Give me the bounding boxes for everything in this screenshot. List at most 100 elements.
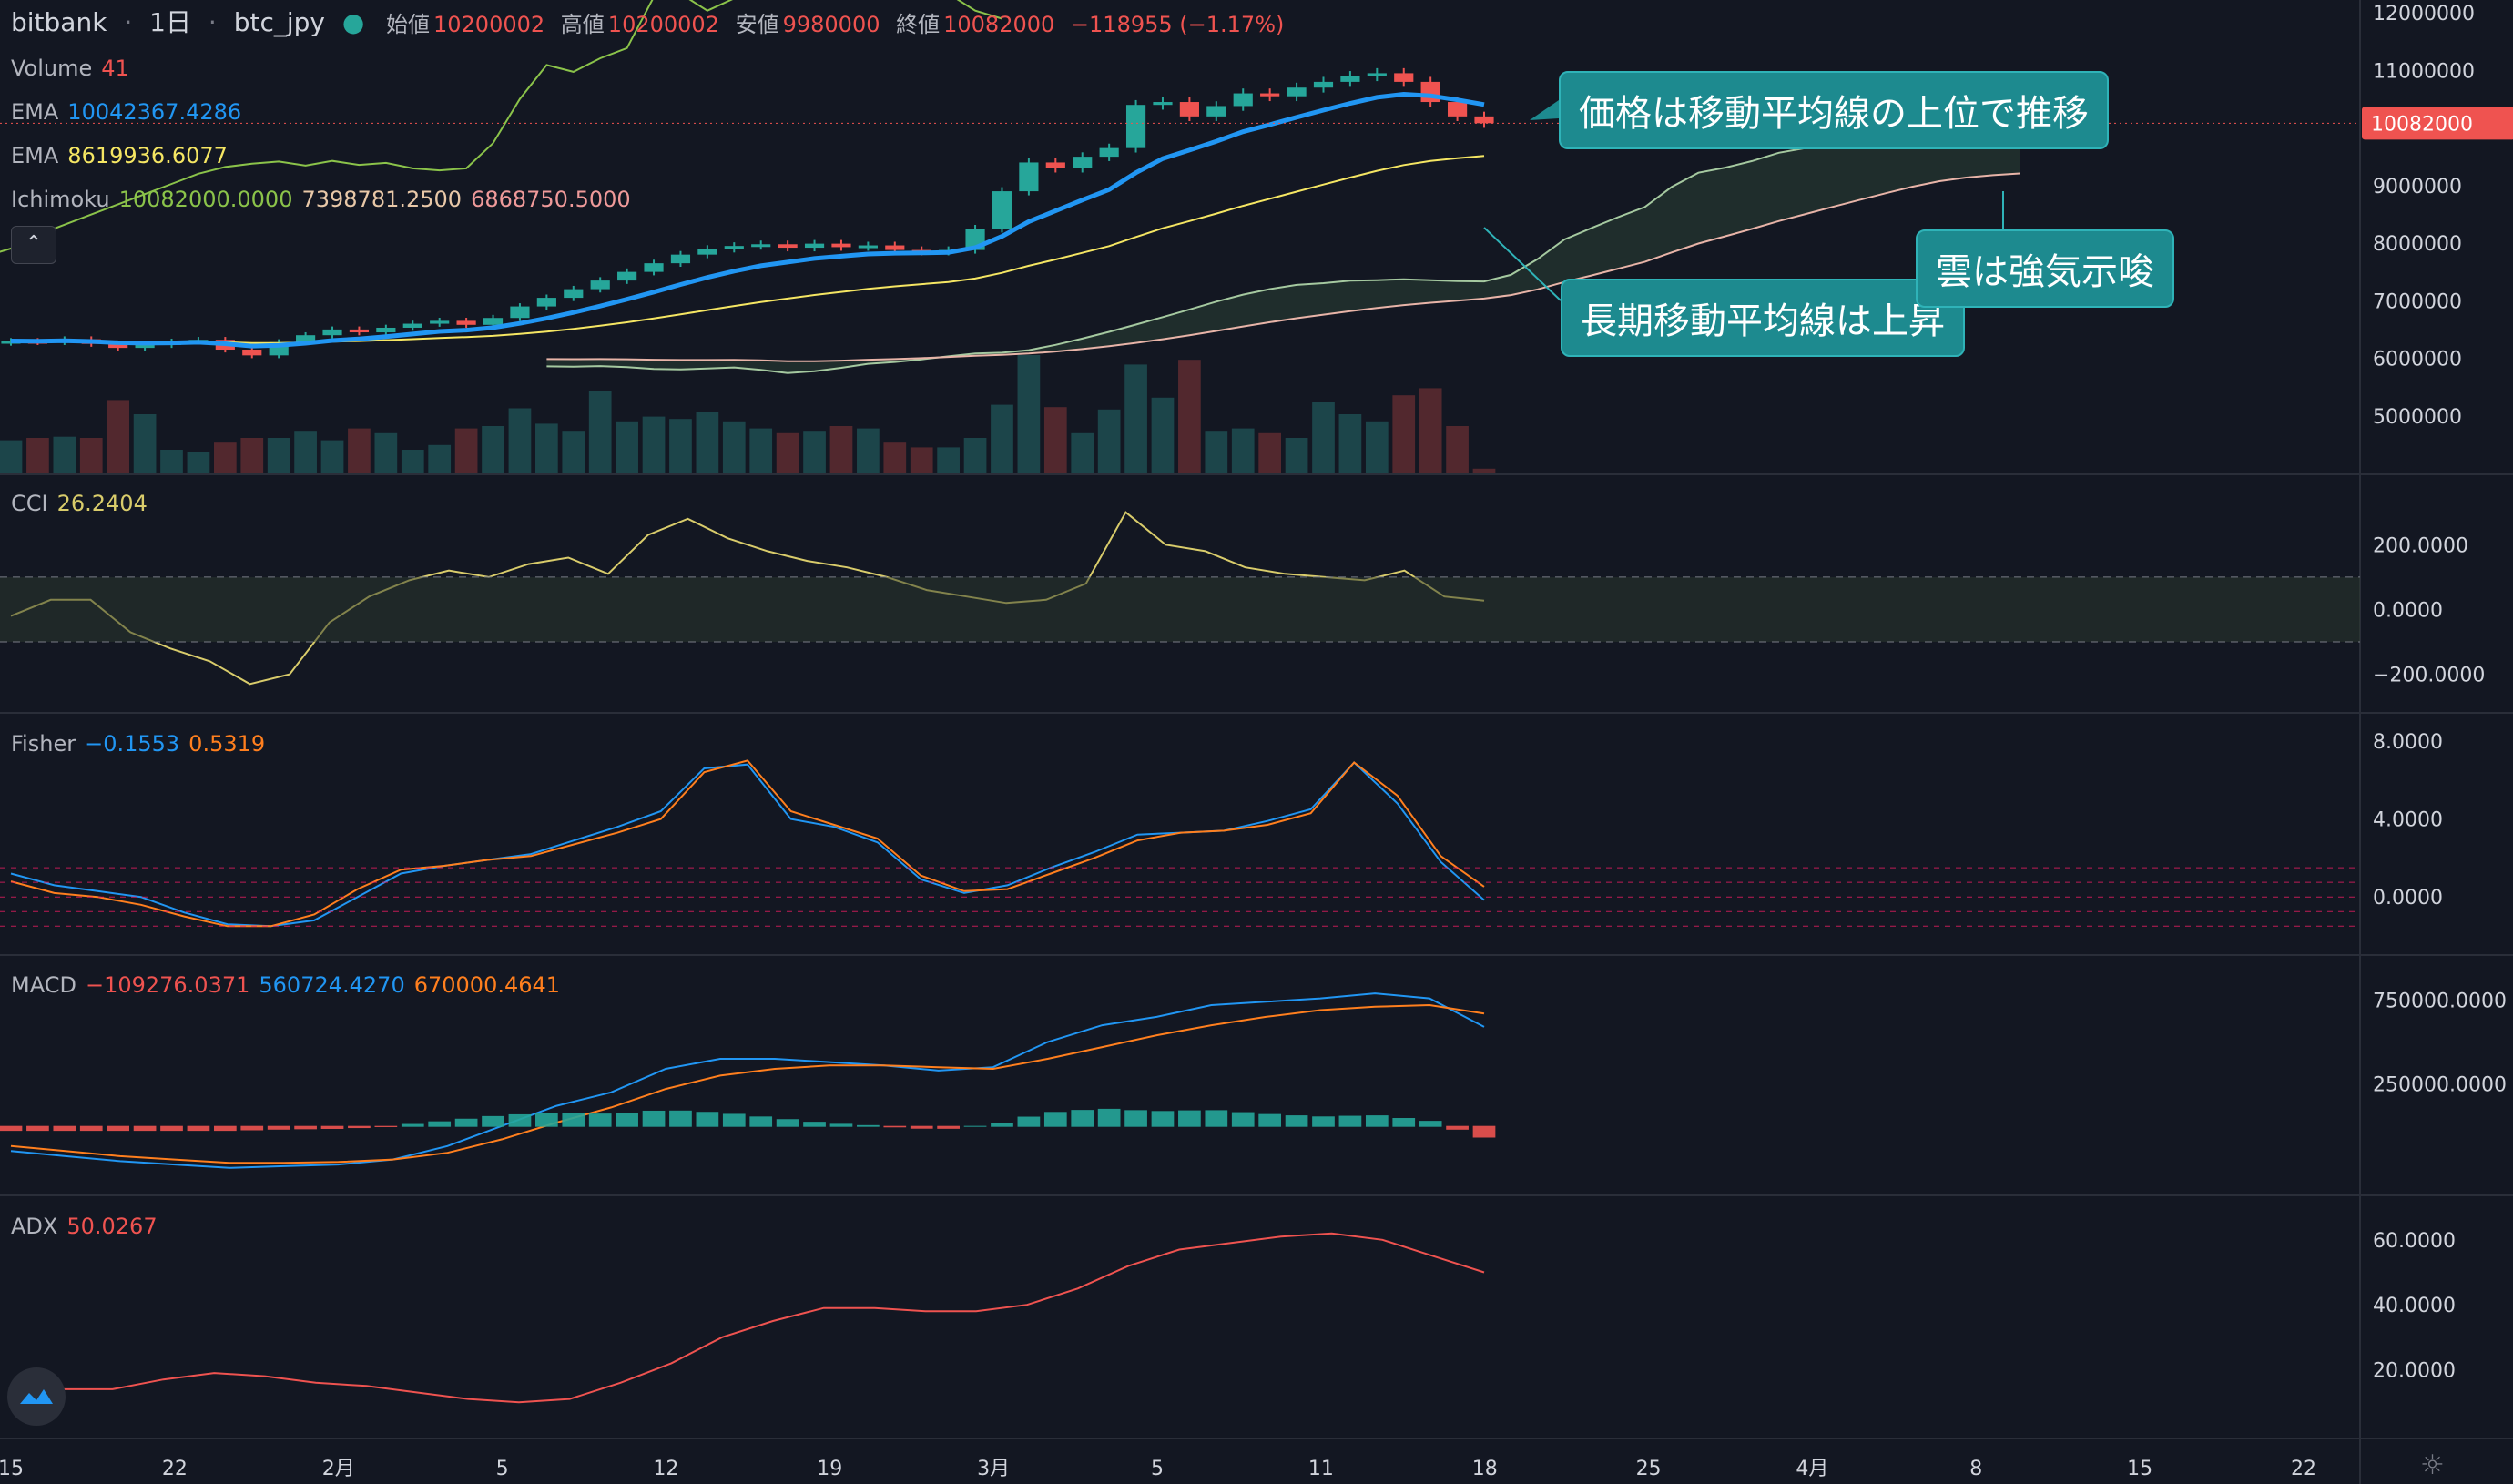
price-tick-label: 9000000 [2373, 176, 2462, 198]
signal-line [10, 1003, 1485, 1164]
volume-name: Volume [11, 56, 93, 81]
indicator-tick-label: 40.0000 [2373, 1295, 2456, 1317]
last-price-tag [2362, 107, 2513, 140]
time-tick-label: 15 [0, 1458, 24, 1480]
volume-bar [857, 428, 880, 473]
volume-bar [1312, 402, 1335, 473]
candle-body [1367, 73, 1387, 76]
volume-bar [79, 438, 103, 473]
macd-histogram-bar [133, 1125, 157, 1132]
ichimoku-name: Ichimoku [11, 187, 110, 212]
candle-body [590, 280, 610, 290]
volume-bar [1472, 468, 1496, 473]
candle-body [804, 243, 825, 249]
fisher-trigger-line [10, 759, 1485, 928]
volume-value: 41 [101, 56, 129, 81]
volume-bar [829, 426, 853, 473]
volume-bar [1151, 397, 1175, 473]
candle-body [1313, 81, 1334, 88]
indicator-tick-label: 250000.0000 [2373, 1074, 2507, 1097]
exchange-name: bitbank [11, 7, 107, 37]
time-tick-label: 5 [496, 1458, 509, 1480]
price-tick-label: 8000000 [2373, 233, 2462, 256]
macd-histogram-bar [482, 1115, 504, 1127]
volume-bar [1338, 414, 1362, 473]
cci-value: 26.2404 [56, 491, 148, 516]
volume-bar [107, 400, 130, 473]
candle-body [885, 245, 905, 250]
candle-body [564, 289, 584, 299]
volume-bar [508, 408, 532, 473]
open-label: 始値 [386, 12, 430, 37]
market-status-icon: ● [341, 7, 365, 37]
last-price-label: 10082000 [2371, 113, 2473, 136]
macd-histogram-bar [1017, 1116, 1041, 1127]
macd-histogram-bar [562, 1113, 585, 1127]
candle-body [858, 245, 878, 249]
volume-bar [26, 438, 49, 473]
callout-price-above-ma[interactable]: 価格は移動平均線の上位で推移 [1559, 71, 2109, 149]
macd-histogram-bar [0, 1125, 23, 1132]
macd-histogram-bar [213, 1125, 237, 1132]
candle-body [1447, 102, 1468, 117]
candle-body [1233, 93, 1253, 107]
time-tick-label: 25 [1636, 1458, 1662, 1480]
gear-icon[interactable]: ☼ [2420, 1449, 2445, 1481]
macd-histogram-bar [1043, 1112, 1067, 1127]
callout-long-ma-rising[interactable]: 長期移動平均線は上昇 [1561, 279, 1965, 357]
volume-bar [1043, 407, 1067, 473]
volume-bar [213, 442, 237, 473]
cci-legend[interactable]: CCI 26.2404 [11, 490, 157, 517]
volume-bar [642, 416, 666, 473]
macd-histogram-bar [749, 1116, 773, 1127]
macd-histogram-bar [1124, 1110, 1147, 1127]
callout-cloud-bullish[interactable]: 雲は強気示唆 [1916, 229, 2174, 308]
candle-body [1179, 102, 1199, 117]
macd-histogram-bar [1178, 1110, 1201, 1127]
ichimoku-span-b [546, 172, 2020, 362]
price-tick-label: 11000000 [2373, 60, 2475, 83]
ichimoku-value-1: 10082000.0000 [118, 187, 293, 212]
volume-bar [535, 423, 558, 473]
candle-body [1153, 102, 1173, 106]
indicator-tick-label: 750000.0000 [2373, 990, 2507, 1012]
interval-label[interactable]: 1日 [149, 7, 191, 37]
high-value: 10200002 [607, 12, 719, 37]
macd-histogram-bar [348, 1125, 371, 1129]
collapse-legend-button[interactable]: ⌃ [11, 226, 56, 264]
volume-bar [1178, 360, 1201, 473]
macd-histogram-bar [1097, 1108, 1121, 1127]
low-value: 9980000 [782, 12, 880, 37]
candle-body [751, 244, 771, 248]
ichimoku-legend[interactable]: Ichimoku 10082000.0000 7398781.2500 6868750… [11, 186, 640, 213]
close-value: 10082000 [943, 12, 1055, 37]
fisher-legend[interactable]: Fisher −0.1553 0.5319 [11, 730, 274, 757]
macd-histogram-bar [1338, 1115, 1362, 1127]
macd-legend[interactable]: MACD −109276.0371 560724.4270 670000.4641 [11, 971, 569, 999]
candle-body [1340, 76, 1360, 82]
volume-bar [937, 447, 960, 473]
tradingview-logo[interactable] [7, 1367, 66, 1426]
macd-histogram-bar [508, 1113, 532, 1127]
volume-legend[interactable]: Volume 41 [11, 55, 138, 82]
price-tick-label: 6000000 [2373, 349, 2462, 371]
adx-value: 50.0267 [66, 1214, 158, 1239]
macd-histogram-bar [1258, 1113, 1282, 1127]
adx-legend[interactable]: ADX 50.0267 [11, 1213, 167, 1240]
volume-bar [133, 414, 157, 473]
candle-body [135, 344, 155, 349]
time-tick-label: 4月 [1796, 1458, 1828, 1480]
volume-bar [1231, 428, 1255, 473]
ema-fast-legend[interactable]: EMA 10042367.4286 [11, 98, 250, 126]
low-label: 安値 [735, 12, 779, 37]
ema-fast-line [10, 91, 1485, 349]
macd-histogram-bar [588, 1113, 612, 1127]
time-tick-label: 12 [653, 1458, 678, 1480]
volume-bar [1446, 426, 1469, 473]
macd-histogram-bar [829, 1123, 853, 1127]
symbol-name[interactable]: btc_jpy [233, 7, 325, 37]
macd-histogram-bar [79, 1125, 103, 1132]
ema-slow-legend[interactable]: EMA 8619936.6077 [11, 142, 237, 169]
macd-histogram-bar [187, 1125, 210, 1132]
